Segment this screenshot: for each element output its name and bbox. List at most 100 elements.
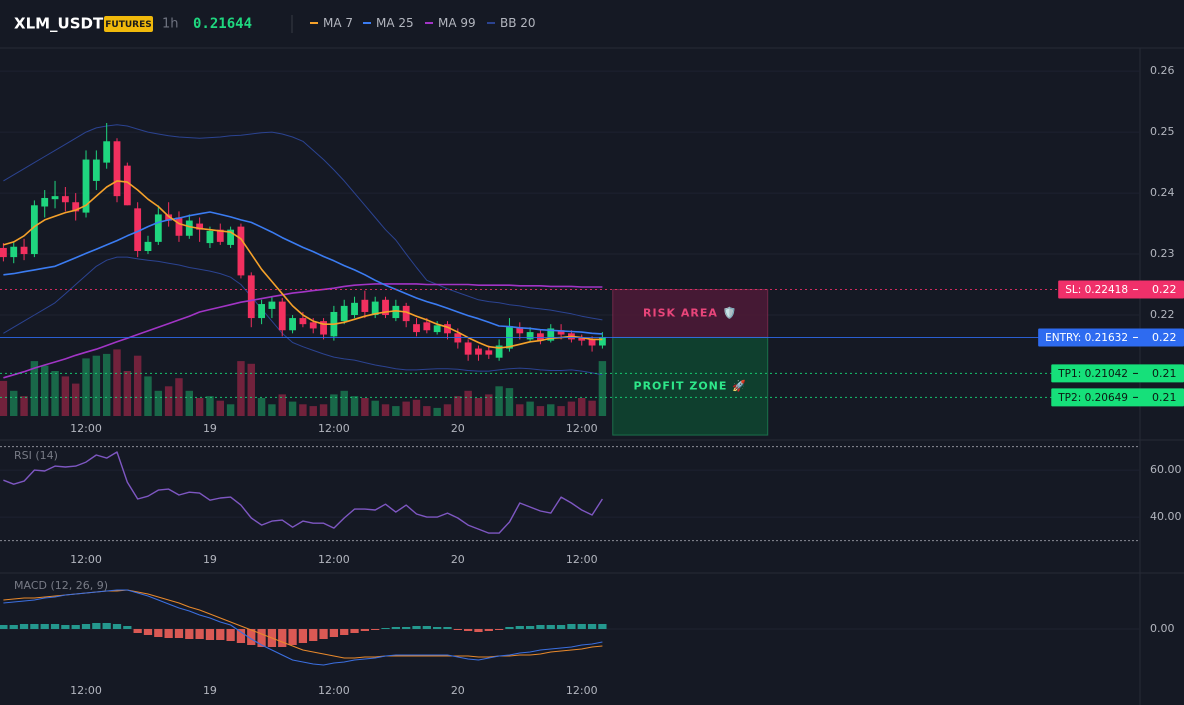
- symbol[interactable]: XLM_USDT: [14, 15, 104, 33]
- y-tick-label: 0.25: [1150, 125, 1175, 138]
- candle-body: [557, 330, 565, 335]
- macd-histogram-bar: [30, 624, 39, 629]
- candle-body: [227, 229, 235, 245]
- volume-bar: [371, 400, 379, 416]
- candle-body: [475, 348, 482, 355]
- macd-histogram-bar: [185, 629, 194, 639]
- volume-bar: [164, 386, 173, 416]
- macd-histogram-bar: [40, 624, 49, 629]
- candle-body: [196, 223, 204, 230]
- zone: [612, 289, 769, 338]
- macd-histogram-bar: [577, 624, 586, 629]
- macd-histogram-bar: [278, 629, 287, 647]
- x-tick-label: 12:00: [566, 553, 598, 566]
- volume-bar: [113, 349, 121, 416]
- volume-bar: [505, 388, 514, 416]
- candle-body: [216, 229, 224, 242]
- candle-body: [516, 327, 524, 334]
- macd-histogram-bar: [226, 629, 235, 641]
- candle-body: [92, 159, 100, 181]
- macd-histogram-bar: [154, 629, 163, 637]
- macd-histogram-bar: [598, 624, 607, 629]
- macd-histogram-bar: [515, 626, 524, 629]
- x-tick-label: 12:00: [70, 684, 102, 697]
- macd-histogram-bar: [525, 626, 535, 629]
- volume-bar: [412, 399, 421, 416]
- candle-body: [402, 305, 410, 322]
- volume-bar: [578, 398, 586, 416]
- macd-histogram-bar: [9, 625, 18, 629]
- macd-histogram-bar: [123, 626, 132, 629]
- macd-histogram-bar: [195, 629, 204, 639]
- macd-histogram-bar: [50, 624, 60, 629]
- moving-average: [3, 283, 603, 379]
- candle-body: [247, 275, 255, 319]
- volume-bar: [175, 378, 183, 416]
- volume-bar: [433, 407, 441, 416]
- candle-body: [588, 339, 596, 346]
- volume-bar: [557, 406, 565, 416]
- volume-bar: [464, 390, 472, 416]
- volume-bar: [247, 363, 255, 416]
- macd-histogram-bar: [329, 629, 339, 637]
- candle-body: [433, 325, 441, 333]
- volume-bar: [474, 398, 483, 416]
- volume-bar: [257, 398, 266, 416]
- candle-body: [134, 208, 142, 252]
- volume-bar: [319, 404, 328, 416]
- volume-bar: [51, 371, 59, 416]
- macd-histogram-bar: [112, 624, 122, 629]
- candle-body: [278, 301, 286, 331]
- macd-histogram-bar: [257, 629, 266, 647]
- interval[interactable]: 1h: [162, 17, 179, 32]
- volume-bar: [144, 376, 152, 416]
- candle-body: [61, 196, 69, 203]
- x-tick-label: 19: [203, 422, 217, 435]
- level-label: ENTRY: 0.21632: [1045, 332, 1128, 344]
- legend-label[interactable]: MA 99: [438, 16, 476, 30]
- y-tick-label: 0.23: [1150, 247, 1175, 260]
- candle-body: [41, 197, 49, 207]
- legend-label[interactable]: MA 25: [376, 16, 414, 30]
- candle-body: [578, 337, 586, 341]
- macd-histogram-bar: [143, 629, 153, 635]
- volume-bar: [547, 404, 555, 416]
- volume-bar: [195, 398, 204, 416]
- macd-histogram-bar: [453, 629, 462, 630]
- candle-body: [258, 304, 265, 319]
- level-axis-label: 0.21: [1152, 367, 1177, 380]
- macd-histogram-bar: [350, 629, 359, 633]
- candle-body: [351, 302, 358, 316]
- macd-histogram-bar: [422, 626, 431, 629]
- x-tick-label: 12:00: [318, 553, 350, 566]
- candle-body: [320, 321, 327, 335]
- volume-bar: [10, 390, 18, 416]
- macd-histogram-bar: [587, 624, 597, 629]
- level-tag: [1058, 280, 1184, 299]
- volume-bar: [288, 401, 297, 416]
- candle-body: [103, 141, 111, 163]
- macd-histogram-bar: [340, 629, 349, 635]
- volume-bar: [226, 404, 235, 416]
- macd-histogram-bar: [0, 625, 8, 629]
- macd-histogram-bar: [71, 625, 80, 629]
- x-tick-label: 12:00: [70, 553, 102, 566]
- volume-bar: [102, 353, 111, 416]
- volume-bar: [133, 355, 142, 416]
- candle-body: [309, 322, 317, 329]
- x-tick-label: 20: [451, 553, 465, 566]
- macd-histogram-bar: [61, 625, 70, 629]
- volume-bar: [309, 406, 317, 416]
- macd-line: [3, 589, 603, 666]
- y-tick-label: 0.26: [1150, 64, 1175, 77]
- legend-label[interactable]: BB 20: [500, 16, 536, 30]
- macd-histogram-bar: [309, 629, 318, 641]
- macd-histogram-bar: [19, 624, 29, 629]
- macd-histogram-bar: [92, 623, 101, 629]
- candle-body: [154, 214, 162, 242]
- legend-label[interactable]: MA 7: [323, 16, 353, 30]
- volume-bar: [71, 383, 80, 416]
- zone-label: PROFIT ZONE 🚀: [634, 379, 747, 392]
- level-tag: [1051, 388, 1184, 407]
